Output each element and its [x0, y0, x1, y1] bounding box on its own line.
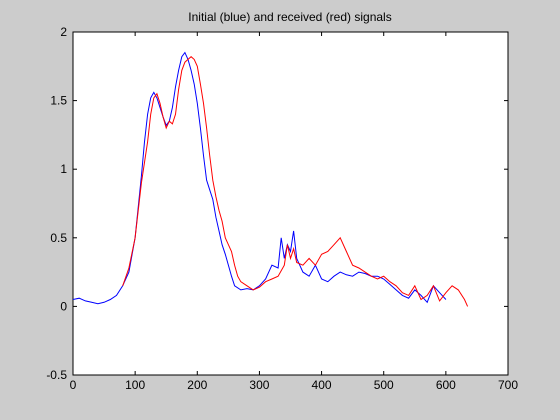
x-tick-label: 100 — [125, 378, 145, 392]
y-tick-label: 1.5 — [50, 94, 67, 108]
y-tick-label: 2 — [60, 25, 67, 39]
x-axis: 0 100 200 300 400 500 600 700 — [70, 32, 518, 392]
x-tick-label: 700 — [498, 378, 518, 392]
x-tick-label: 600 — [436, 378, 456, 392]
series-layer — [72, 51, 469, 307]
chart-title: Initial (blue) and received (red) signal… — [188, 10, 391, 24]
x-tick-label: 500 — [374, 378, 394, 392]
x-tick-label: 0 — [70, 378, 77, 392]
x-tick-label: 200 — [187, 378, 207, 392]
x-tick-label: 400 — [312, 378, 332, 392]
plot-area — [72, 31, 509, 376]
y-tick-label: 0 — [60, 299, 67, 313]
y-tick-label: -0.5 — [46, 368, 67, 382]
series-line-0 — [72, 51, 447, 305]
y-tick-label: 0.5 — [50, 231, 67, 245]
series-line-1 — [122, 56, 469, 307]
y-axis: -0.5 0 0.5 1 1.5 2 — [46, 25, 508, 382]
x-tick-label: 300 — [249, 378, 269, 392]
y-tick-label: 1 — [60, 162, 67, 176]
